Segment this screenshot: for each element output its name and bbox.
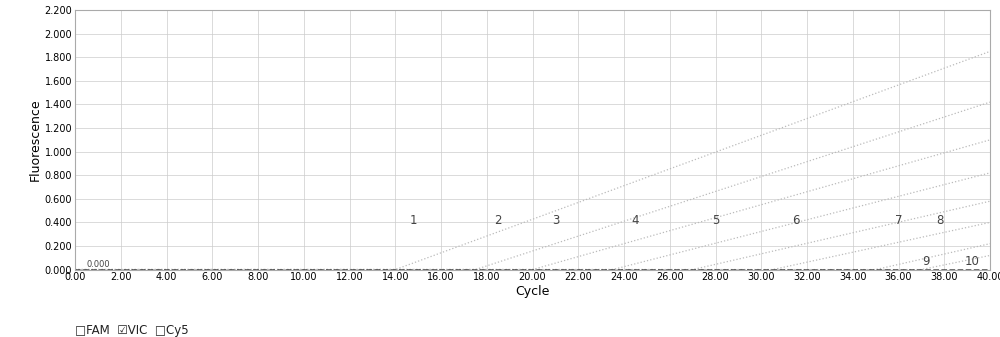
X-axis label: Cycle: Cycle [515, 285, 550, 298]
Text: 9: 9 [922, 255, 930, 268]
Text: 1: 1 [410, 214, 417, 227]
Text: 8: 8 [936, 214, 943, 227]
Text: 4: 4 [632, 214, 639, 227]
Text: 6: 6 [792, 214, 799, 227]
Text: 10: 10 [964, 255, 979, 268]
Text: □FAM  ☑VIC  □Cy5: □FAM ☑VIC □Cy5 [75, 324, 189, 337]
Text: 0.000: 0.000 [86, 260, 110, 269]
Text: 3: 3 [552, 214, 559, 227]
Y-axis label: Fluorescence: Fluorescence [29, 98, 42, 181]
Text: 7: 7 [895, 214, 902, 227]
Text: 5: 5 [712, 214, 719, 227]
Text: 2: 2 [494, 214, 502, 227]
